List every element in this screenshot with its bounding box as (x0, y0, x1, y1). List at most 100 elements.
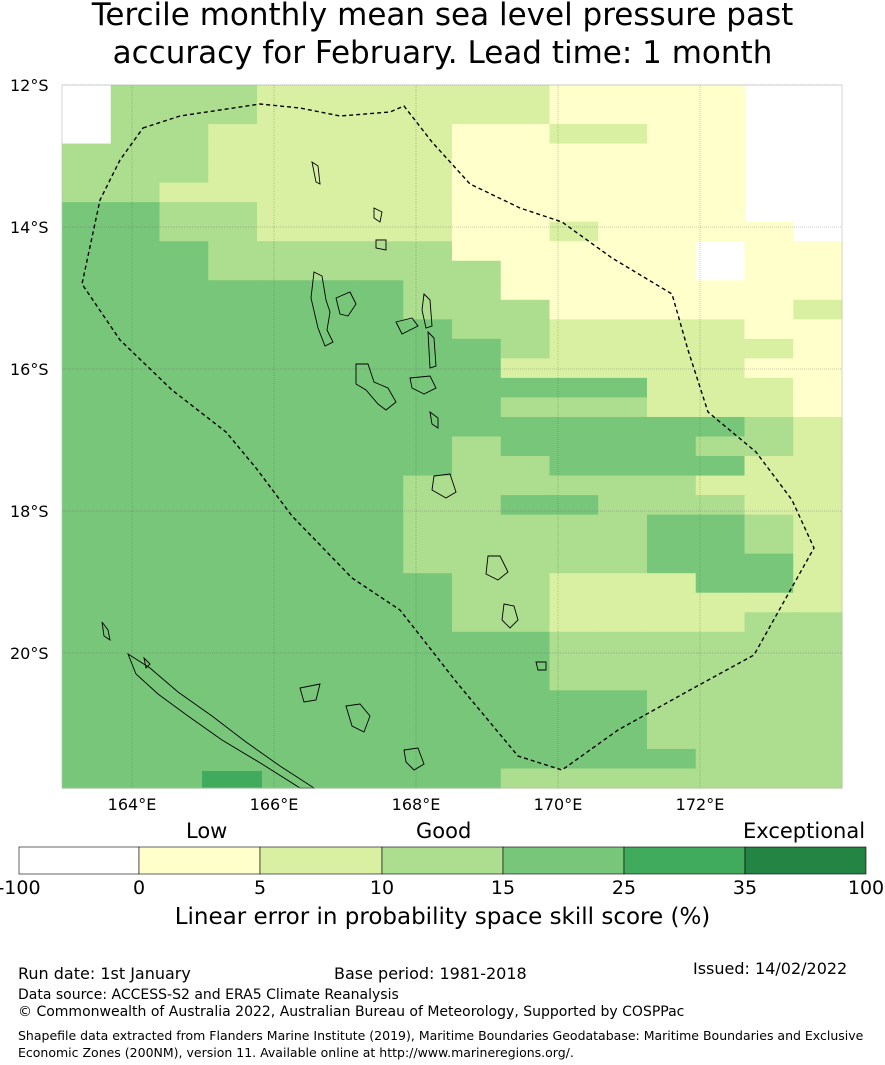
grid-cell (793, 748, 843, 770)
grid-cell (110, 514, 161, 535)
grid-cell (62, 338, 112, 359)
grid-cell (110, 436, 161, 457)
grid-cell (744, 514, 794, 535)
grid-cell (62, 670, 112, 691)
grid-cell (403, 534, 453, 555)
map-title: Tercile monthly mean sea level pressure … (0, 0, 885, 72)
grid-cell (354, 124, 404, 145)
grid-cell (208, 221, 258, 242)
grid-cell (62, 397, 112, 418)
grid-cell (598, 377, 648, 399)
grid-cell (208, 163, 258, 184)
grid-cell (647, 709, 697, 731)
colorbar-segment (623, 846, 746, 875)
grid-cell (159, 553, 209, 574)
grid-cell (793, 553, 843, 574)
grid-cell (305, 397, 356, 418)
grid-cell (208, 436, 258, 457)
grid-cell (62, 221, 112, 242)
grid-cell (598, 475, 648, 496)
grid-cell (452, 85, 502, 106)
grid-cell (452, 514, 502, 535)
colorbar-tick: -100 (0, 877, 41, 899)
grid-cell (500, 104, 551, 125)
grid-cell (452, 553, 502, 574)
grid-cell (403, 631, 453, 652)
grid-cell (500, 495, 551, 516)
grid-cell (403, 709, 453, 731)
grid-cell (695, 592, 746, 613)
grid-cell (257, 456, 307, 477)
grid-cell (305, 514, 356, 535)
grid-cell (647, 631, 697, 652)
grid-cell (62, 475, 112, 496)
grid-cell (62, 358, 112, 379)
grid-cell (305, 690, 356, 711)
lat-label-12s: 12°S (10, 76, 49, 95)
grid-cell (159, 85, 209, 106)
grid-cell (305, 358, 356, 379)
data-source: Data source: ACCESS-S2 and ERA5 Climate … (18, 987, 399, 1003)
grid-cell (305, 85, 356, 106)
grid-cell (208, 729, 258, 750)
colorbar-segment (138, 846, 261, 875)
title-line-1: Tercile monthly mean sea level pressure … (91, 0, 794, 33)
title-line-2: accuracy for February. Lead time: 1 mont… (112, 35, 773, 71)
grid-cell (110, 319, 161, 340)
grid-cell (793, 592, 843, 613)
grid-cell (744, 358, 794, 379)
grid-cell (354, 690, 404, 711)
grid-cell (452, 280, 502, 301)
grid-cell (695, 299, 746, 320)
shapefile-credit: Shapefile data extracted from Flanders M… (18, 1028, 864, 1060)
grid-cell (208, 495, 258, 516)
run-date: Run date: 1st January (18, 964, 191, 983)
grid-cell (208, 377, 258, 399)
grid-cell (403, 319, 453, 340)
grid-cell (257, 377, 307, 399)
grid-cell (257, 319, 307, 340)
grid-cell (305, 436, 356, 457)
grid-cell (500, 299, 551, 320)
grid-cell (695, 768, 746, 789)
grid-cell (744, 299, 794, 320)
grid-cell (354, 495, 404, 516)
grid-cell (208, 631, 258, 652)
grid-cell (62, 182, 112, 203)
grid-cell (354, 436, 404, 457)
grid-cell (403, 377, 453, 399)
grid-cell (452, 729, 502, 750)
grid-cell (257, 202, 307, 223)
grid-cell (793, 436, 843, 457)
grid-cell (62, 416, 112, 438)
grid-cell (208, 358, 258, 379)
grid-cell (110, 299, 161, 320)
skill-map (61, 84, 843, 789)
grid-cell (62, 709, 112, 731)
grid-cell (208, 514, 258, 535)
grid-cell (208, 553, 258, 574)
grid-cell (159, 456, 209, 477)
grid-cell (695, 358, 746, 379)
grid-cell (62, 163, 112, 184)
grid-cell (305, 143, 356, 164)
grid-cell (695, 495, 746, 516)
grid-cell (598, 514, 648, 535)
grid-cell (549, 104, 599, 125)
grid-cell (257, 299, 307, 320)
grid-cell (647, 573, 697, 594)
grid-cell (208, 592, 258, 613)
grid-cell (598, 436, 648, 457)
grid-cell (257, 397, 307, 418)
grid-cell (549, 709, 599, 731)
grid-cell (695, 573, 746, 594)
grid-cell (744, 377, 794, 399)
grid-cell (305, 495, 356, 516)
grid-cell (110, 377, 161, 399)
grid-cell (500, 143, 551, 164)
grid-cell (62, 143, 112, 164)
grid-cell (500, 221, 551, 242)
grid-cell (159, 104, 209, 125)
grid-cell (305, 182, 356, 203)
grid-cell (793, 768, 843, 789)
